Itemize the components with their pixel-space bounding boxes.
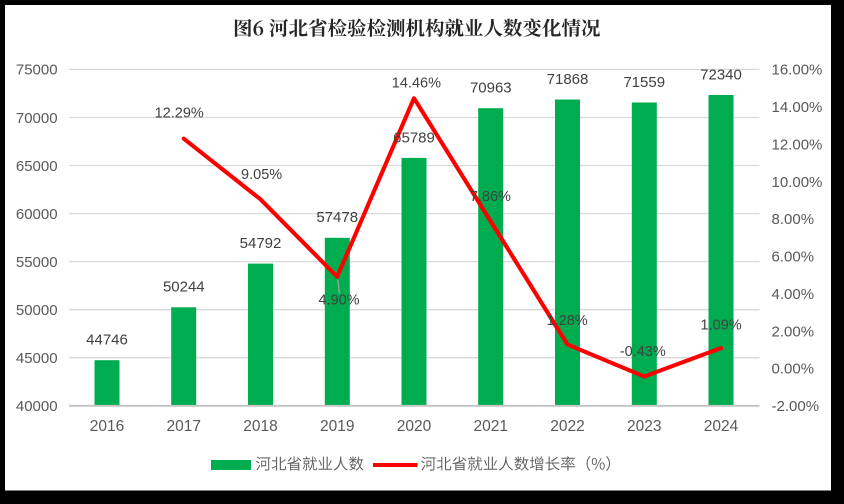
- svg-text:65000: 65000: [16, 158, 58, 175]
- svg-text:2017: 2017: [167, 418, 201, 435]
- svg-text:54792: 54792: [240, 235, 282, 252]
- svg-text:2020: 2020: [397, 418, 432, 435]
- svg-text:65789: 65789: [393, 129, 435, 146]
- svg-text:2018: 2018: [243, 418, 277, 435]
- svg-text:60000: 60000: [16, 206, 58, 223]
- svg-text:2024: 2024: [704, 418, 739, 435]
- svg-text:71559: 71559: [623, 74, 665, 91]
- svg-text:1.28%: 1.28%: [547, 313, 588, 329]
- svg-text:2019: 2019: [320, 418, 354, 435]
- svg-text:75000: 75000: [16, 62, 58, 79]
- svg-text:2021: 2021: [474, 418, 508, 435]
- svg-text:4.00%: 4.00%: [772, 286, 815, 303]
- svg-text:1.09%: 1.09%: [701, 318, 742, 334]
- svg-text:0.00%: 0.00%: [772, 361, 815, 378]
- svg-text:50000: 50000: [16, 302, 58, 319]
- svg-text:70963: 70963: [470, 80, 512, 97]
- svg-text:10.00%: 10.00%: [772, 174, 823, 191]
- svg-text:9.05%: 9.05%: [241, 167, 282, 183]
- svg-text:12.29%: 12.29%: [155, 106, 204, 122]
- svg-text:72340: 72340: [700, 66, 742, 83]
- svg-text:12.00%: 12.00%: [772, 137, 823, 154]
- svg-text:4.90%: 4.90%: [318, 293, 359, 309]
- svg-text:55000: 55000: [16, 254, 58, 271]
- svg-text:-2.00%: -2.00%: [772, 398, 820, 415]
- svg-text:2023: 2023: [627, 418, 661, 435]
- svg-text:2.00%: 2.00%: [772, 323, 815, 340]
- svg-text:16.00%: 16.00%: [772, 62, 823, 79]
- svg-text:14.00%: 14.00%: [772, 99, 823, 116]
- svg-text:45000: 45000: [16, 350, 58, 367]
- svg-text:57478: 57478: [316, 209, 358, 226]
- svg-text:-0.43%: -0.43%: [620, 344, 666, 360]
- svg-text:2022: 2022: [550, 418, 584, 435]
- svg-text:6.00%: 6.00%: [772, 249, 815, 266]
- svg-text:44746: 44746: [86, 332, 128, 349]
- svg-text:14.46%: 14.46%: [392, 76, 441, 92]
- svg-text:7.86%: 7.86%: [470, 189, 511, 205]
- svg-text:8.00%: 8.00%: [772, 211, 815, 228]
- svg-text:71868: 71868: [547, 71, 589, 88]
- svg-text:50244: 50244: [163, 279, 205, 296]
- svg-text:40000: 40000: [16, 398, 58, 415]
- svg-text:70000: 70000: [16, 110, 58, 127]
- svg-text:2016: 2016: [90, 418, 124, 435]
